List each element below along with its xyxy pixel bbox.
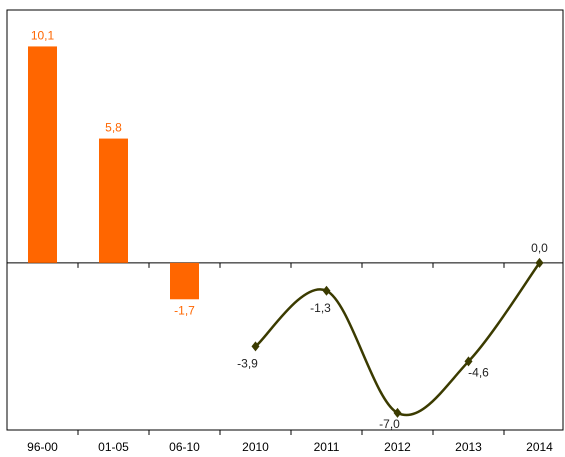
marker bbox=[322, 285, 331, 296]
x-tick-label: 01-05 bbox=[98, 440, 129, 454]
plot-frame bbox=[6, 9, 564, 431]
bar bbox=[28, 46, 57, 263]
data-label: -3,9 bbox=[237, 357, 258, 371]
marker bbox=[393, 407, 402, 418]
marker bbox=[535, 257, 544, 268]
line bbox=[254, 262, 541, 417]
x-tick-label: 2011 bbox=[314, 440, 340, 454]
marker bbox=[464, 356, 473, 367]
data-label: 0,0 bbox=[531, 241, 548, 255]
data-label: -1,7 bbox=[174, 303, 195, 317]
bar bbox=[99, 138, 128, 263]
x-tick-label: 06-10 bbox=[169, 440, 200, 454]
x-tick-label: 2012 bbox=[384, 440, 411, 454]
data-label: -1,3 bbox=[310, 301, 331, 315]
marker bbox=[251, 341, 260, 352]
x-tick-label: 2013 bbox=[455, 440, 482, 454]
x-tick-label: 96-00 bbox=[27, 440, 58, 454]
data-label: -7,0 bbox=[379, 417, 400, 431]
bar bbox=[170, 262, 199, 300]
x-tick-label: 2010 bbox=[242, 440, 269, 454]
x-tick-label: 2014 bbox=[526, 440, 553, 454]
data-label: 5,8 bbox=[105, 121, 122, 135]
data-label: 10,1 bbox=[31, 29, 55, 43]
data-label: -4,6 bbox=[468, 366, 489, 380]
